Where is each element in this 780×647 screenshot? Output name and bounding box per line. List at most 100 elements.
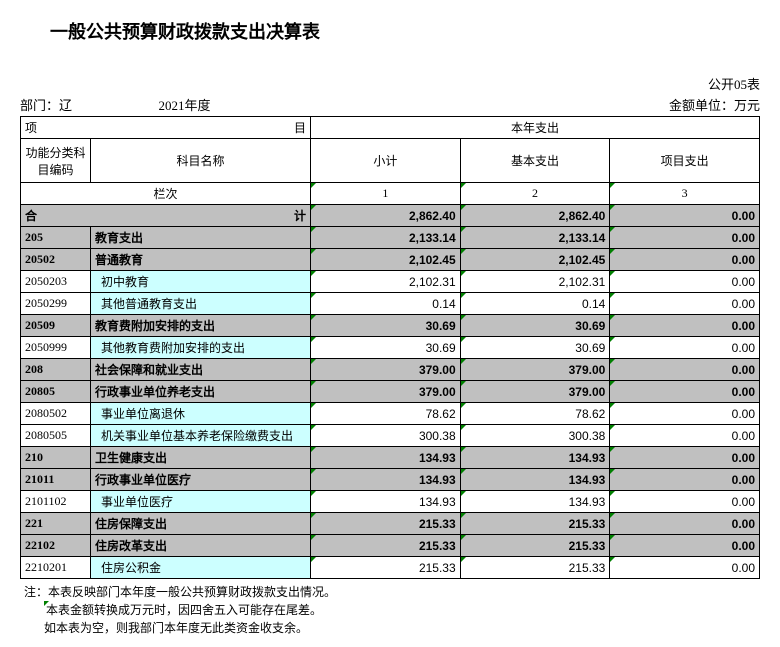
table-row: 2050999 其他教育费附加安排的支出30.6930.690.00: [21, 337, 760, 359]
cell-code: 21011: [21, 469, 91, 491]
dept-label: 部门：辽: [20, 98, 72, 113]
unit-label: 金额单位：万元: [669, 95, 760, 114]
cell-project: 0.00: [610, 403, 760, 425]
cell-subtotal: 78.62: [311, 403, 461, 425]
cell-name: 其他教育费附加安排的支出: [91, 337, 311, 359]
cell-basic: 134.93: [460, 469, 610, 491]
hdr-c1: 1: [311, 183, 461, 205]
cell-project: 0.00: [610, 205, 760, 227]
cell-project: 0.00: [610, 293, 760, 315]
table-row: 2050299 其他普通教育支出0.140.140.00: [21, 293, 760, 315]
cell-project: 0.00: [610, 315, 760, 337]
hdr-c2: 2: [460, 183, 610, 205]
cell-total-label: 合计: [21, 205, 311, 227]
note-line: 如本表为空，则我部门本年度无此类资金收支余。: [44, 619, 760, 636]
cell-project: 0.00: [610, 557, 760, 579]
cell-code: 20509: [21, 315, 91, 337]
cell-subtotal: 134.93: [311, 447, 461, 469]
cell-name: 其他普通教育支出: [91, 293, 311, 315]
table-row: 2101102 事业单位医疗134.93134.930.00: [21, 491, 760, 513]
table-row: 合计2,862.402,862.400.00: [21, 205, 760, 227]
cell-name: 普通教育: [91, 249, 311, 271]
cell-code: 2050203: [21, 271, 91, 293]
cell-subtotal: 30.69: [311, 337, 461, 359]
table-row: 22102住房改革支出215.33215.330.00: [21, 535, 760, 557]
cell-basic: 0.14: [460, 293, 610, 315]
table-row: 2080505 机关事业单位基本养老保险缴费支出300.38300.380.00: [21, 425, 760, 447]
cell-basic: 134.93: [460, 491, 610, 513]
notes: 注：本表反映部门本年度一般公共预算财政拨款支出情况。 本表金额转换成万元时，因四…: [20, 583, 760, 636]
cell-project: 0.00: [610, 227, 760, 249]
cell-subtotal: 379.00: [311, 381, 461, 403]
cell-code: 221: [21, 513, 91, 535]
note-line: 注：本表反映部门本年度一般公共预算财政拨款支出情况。: [24, 583, 760, 600]
cell-name: 事业单位离退休: [91, 403, 311, 425]
table-row: 21011行政事业单位医疗134.93134.930.00: [21, 469, 760, 491]
cell-code: 2101102: [21, 491, 91, 513]
form-number: 公开05表: [708, 74, 760, 93]
hdr-item: 项目: [21, 117, 311, 139]
page-title: 一般公共预算财政拨款支出决算表: [50, 18, 760, 44]
cell-code: 22102: [21, 535, 91, 557]
hdr-c3: 3: [610, 183, 760, 205]
cell-subtotal: 215.33: [311, 513, 461, 535]
cell-basic: 2,133.14: [460, 227, 610, 249]
budget-table: 项目 本年支出 功能分类科目编码 科目名称 小计 基本支出 项目支出 栏次 1 …: [20, 116, 760, 579]
cell-name: 卫生健康支出: [91, 447, 311, 469]
table-row: 2050203 初中教育2,102.312,102.310.00: [21, 271, 760, 293]
meta-row-2: 部门：辽 2021年度 金额单位：万元: [20, 95, 760, 114]
cell-project: 0.00: [610, 447, 760, 469]
hdr-subj-name: 科目名称: [91, 139, 311, 183]
cell-basic: 78.62: [460, 403, 610, 425]
cell-subtotal: 2,133.14: [311, 227, 461, 249]
cell-subtotal: 379.00: [311, 359, 461, 381]
cell-project: 0.00: [610, 535, 760, 557]
table-row: 20805行政事业单位养老支出379.00379.000.00: [21, 381, 760, 403]
cell-code: 210: [21, 447, 91, 469]
hdr-subtotal: 小计: [311, 139, 461, 183]
table-row: 20502普通教育2,102.452,102.450.00: [21, 249, 760, 271]
cell-name: 教育支出: [91, 227, 311, 249]
cell-subtotal: 2,102.45: [311, 249, 461, 271]
cell-subtotal: 2,102.31: [311, 271, 461, 293]
cell-project: 0.00: [610, 271, 760, 293]
cell-subtotal: 2,862.40: [311, 205, 461, 227]
table-row: 20509教育费附加安排的支出30.6930.690.00: [21, 315, 760, 337]
cell-name: 行政事业单位养老支出: [91, 381, 311, 403]
cell-basic: 379.00: [460, 381, 610, 403]
cell-basic: 300.38: [460, 425, 610, 447]
table-row: 205教育支出2,133.142,133.140.00: [21, 227, 760, 249]
cell-basic: 2,102.45: [460, 249, 610, 271]
cell-basic: 2,862.40: [460, 205, 610, 227]
table-row: 210卫生健康支出134.93134.930.00: [21, 447, 760, 469]
cell-code: 20502: [21, 249, 91, 271]
cell-name: 社会保障和就业支出: [91, 359, 311, 381]
hdr-this-year: 本年支出: [311, 117, 760, 139]
cell-code: 2210201: [21, 557, 91, 579]
cell-basic: 30.69: [460, 337, 610, 359]
cell-subtotal: 215.33: [311, 535, 461, 557]
cell-subtotal: 215.33: [311, 557, 461, 579]
cell-name: 行政事业单位医疗: [91, 469, 311, 491]
cell-project: 0.00: [610, 359, 760, 381]
hdr-colnum: 栏次: [21, 183, 311, 205]
cell-project: 0.00: [610, 513, 760, 535]
cell-project: 0.00: [610, 249, 760, 271]
meta-row-1: 公开05表: [20, 74, 760, 93]
cell-code: 2050299: [21, 293, 91, 315]
cell-subtotal: 30.69: [311, 315, 461, 337]
cell-basic: 215.33: [460, 513, 610, 535]
cell-project: 0.00: [610, 491, 760, 513]
table-row: 2210201 住房公积金215.33215.330.00: [21, 557, 760, 579]
cell-project: 0.00: [610, 469, 760, 491]
cell-name: 初中教育: [91, 271, 311, 293]
cell-code: 20805: [21, 381, 91, 403]
cell-basic: 30.69: [460, 315, 610, 337]
cell-name: 事业单位医疗: [91, 491, 311, 513]
cell-project: 0.00: [610, 337, 760, 359]
cell-project: 0.00: [610, 381, 760, 403]
cell-subtotal: 0.14: [311, 293, 461, 315]
cell-basic: 215.33: [460, 557, 610, 579]
table-row: 2080502 事业单位离退休78.6278.620.00: [21, 403, 760, 425]
cell-project: 0.00: [610, 425, 760, 447]
